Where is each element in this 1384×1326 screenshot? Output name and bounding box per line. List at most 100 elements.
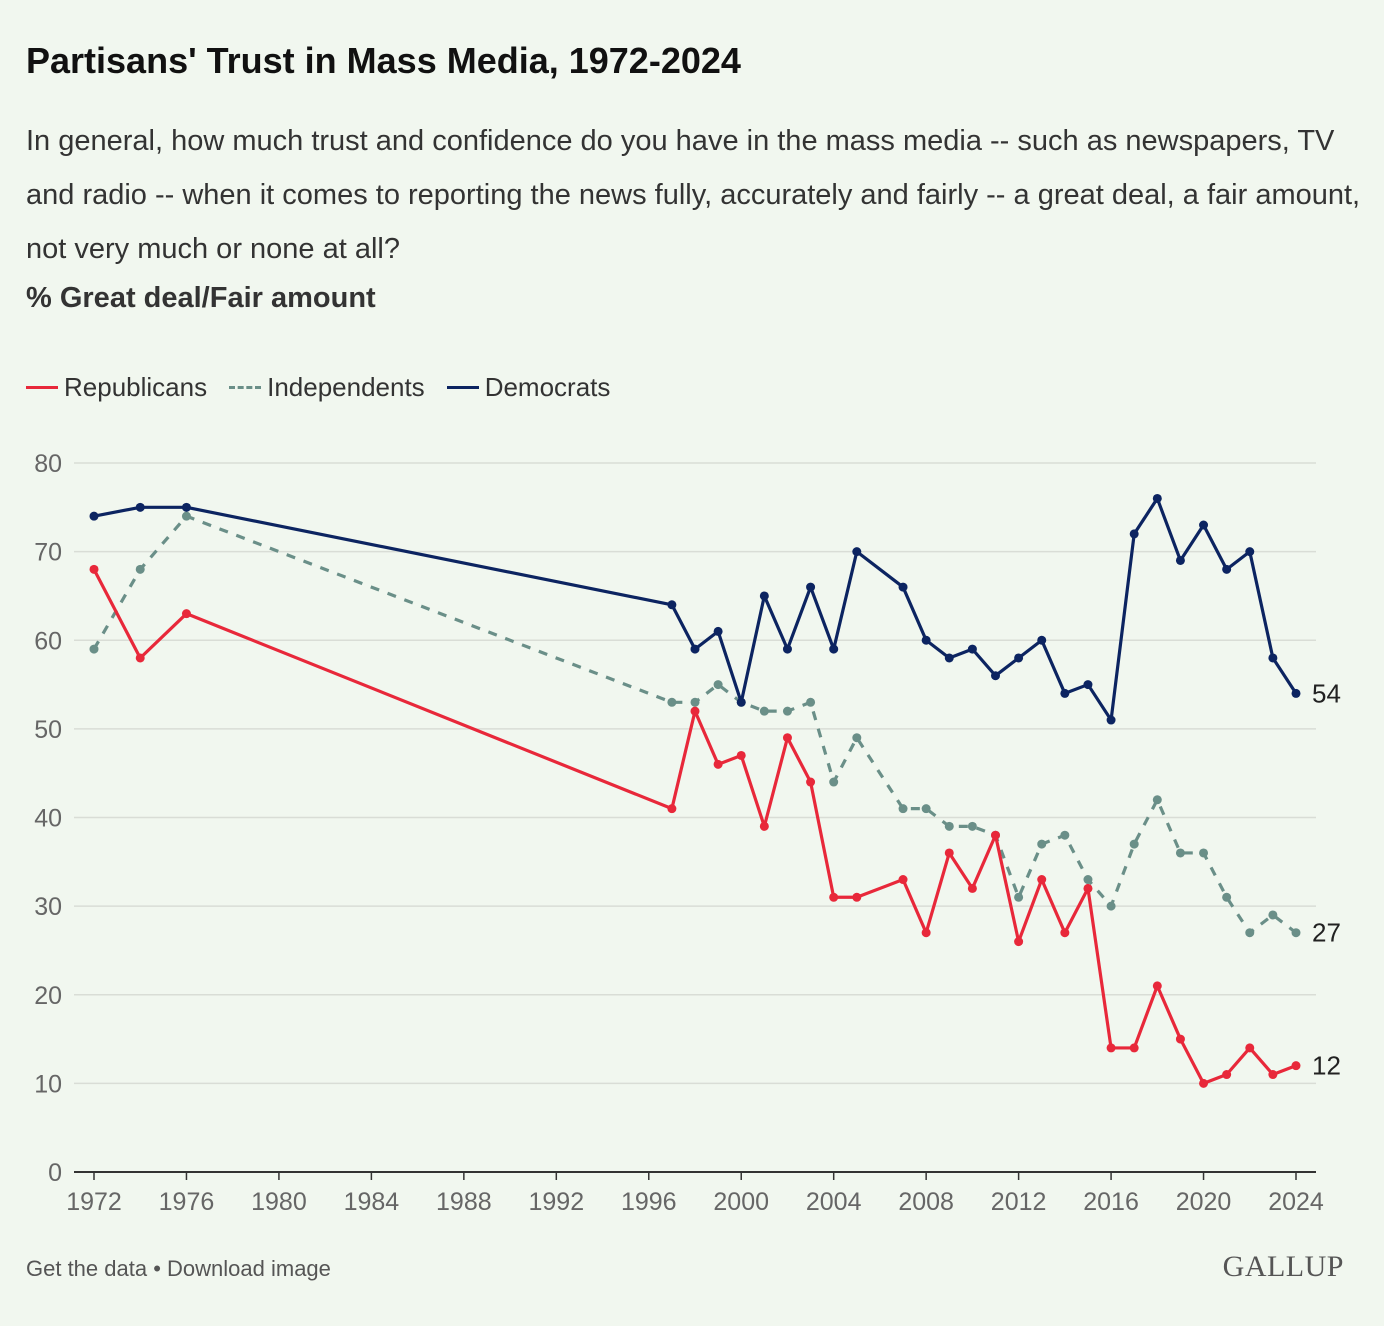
data-point-republicans [1199, 1078, 1209, 1088]
data-point-independents [921, 804, 931, 814]
data-point-republicans [89, 564, 99, 574]
data-point-republicans [1245, 1043, 1255, 1053]
data-point-republicans [1152, 981, 1162, 991]
x-tick-label: 2016 [1083, 1188, 1139, 1216]
y-tick-label: 70 [34, 539, 62, 567]
data-point-republicans [967, 883, 977, 893]
data-point-republicans [806, 777, 816, 787]
data-point-independents [690, 697, 700, 707]
x-tick-label: 1980 [251, 1188, 307, 1216]
legend-item-republicans: Republicans [26, 372, 207, 403]
data-point-democrats [1245, 547, 1255, 557]
data-point-independents [89, 644, 99, 654]
data-point-independents [759, 706, 769, 716]
end-label-independents: 27 [1312, 918, 1341, 948]
data-point-democrats [1268, 653, 1278, 663]
data-point-democrats [991, 671, 1000, 681]
x-tick-label: 1988 [436, 1188, 492, 1216]
y-tick-label: 0 [48, 1159, 62, 1187]
data-point-democrats [1129, 529, 1139, 539]
data-point-democrats [782, 644, 792, 654]
data-point-independents [1222, 892, 1232, 902]
data-point-independents [1014, 892, 1024, 902]
y-tick-label: 20 [34, 982, 62, 1010]
survey-question: In general, how much trust and confidenc… [26, 125, 1361, 265]
data-point-republicans [852, 892, 862, 902]
data-point-independents [1175, 848, 1185, 858]
data-point-republicans [991, 830, 1000, 840]
measure-label: % Great deal/Fair amount [26, 282, 376, 314]
data-point-democrats [1152, 493, 1162, 503]
x-tick-label: 1972 [66, 1188, 122, 1216]
x-tick-label: 2012 [991, 1188, 1047, 1216]
x-tick-label: 2024 [1268, 1188, 1324, 1216]
data-point-democrats [806, 582, 816, 592]
data-point-independents [713, 680, 723, 690]
x-tick-label: 2000 [713, 1188, 769, 1216]
x-tick-label: 2008 [898, 1188, 954, 1216]
data-point-republicans [667, 804, 677, 814]
data-point-democrats [1175, 555, 1185, 565]
y-tick-label: 80 [34, 450, 62, 478]
x-tick-label: 1996 [621, 1188, 677, 1216]
data-point-independents [1060, 830, 1070, 840]
legend-item-democrats: Democrats [446, 372, 610, 403]
data-point-independents [944, 821, 954, 831]
data-point-independents [181, 511, 191, 521]
series-line-republicans [92, 568, 1297, 1085]
data-point-democrats [181, 502, 191, 512]
data-point-republicans [1037, 875, 1047, 885]
data-point-democrats [898, 582, 908, 592]
data-point-democrats [1199, 520, 1209, 530]
download-image-link[interactable]: Download image [167, 1256, 331, 1281]
data-point-independents [898, 804, 908, 814]
x-tick-label: 1976 [159, 1188, 215, 1216]
data-point-independents [1268, 910, 1278, 920]
data-point-republicans [759, 821, 769, 831]
data-point-independents [967, 821, 977, 831]
footer-links: Get the data • Download image [26, 1256, 331, 1282]
data-point-democrats [1291, 688, 1301, 698]
data-point-democrats [713, 626, 723, 636]
legend: Republicans Independents Democrats [26, 372, 610, 403]
data-point-independents [1037, 839, 1047, 849]
data-point-independents [667, 697, 677, 707]
data-point-independents [829, 777, 839, 787]
data-point-republicans [1106, 1043, 1116, 1053]
legend-label: Independents [267, 372, 425, 402]
data-point-republicans [713, 759, 723, 769]
legend-swatch-independents [229, 386, 262, 389]
data-point-democrats [736, 697, 746, 707]
data-point-democrats [944, 653, 954, 663]
data-point-democrats [921, 635, 931, 645]
data-point-independents [1129, 839, 1139, 849]
data-point-republicans [921, 928, 931, 938]
data-point-democrats [1083, 680, 1093, 690]
data-point-independents [852, 733, 862, 743]
series-line-independents [92, 514, 1297, 935]
data-point-independents [782, 706, 792, 716]
data-point-independents [1152, 795, 1162, 805]
x-tick-label: 2004 [806, 1188, 862, 1216]
y-tick-label: 60 [34, 627, 62, 655]
y-tick-label: 50 [34, 716, 62, 744]
data-point-republicans [898, 875, 908, 885]
data-point-democrats [1222, 564, 1232, 574]
data-point-democrats [667, 600, 677, 610]
data-point-republicans [829, 892, 839, 902]
data-point-independents [1106, 901, 1116, 911]
data-point-republicans [1083, 883, 1093, 893]
legend-swatch-democrats [446, 386, 479, 389]
data-point-democrats [1106, 715, 1116, 725]
data-point-republicans [1129, 1043, 1139, 1053]
data-point-independents [1291, 928, 1301, 938]
data-point-republicans [1291, 1061, 1301, 1071]
data-point-republicans [944, 848, 954, 858]
data-point-independents [806, 697, 816, 707]
end-label-republicans: 12 [1312, 1051, 1341, 1081]
data-point-democrats [1014, 653, 1024, 663]
data-point-republicans [1268, 1070, 1278, 1080]
data-point-republicans [736, 750, 746, 760]
legend-item-independents: Independents [229, 372, 425, 403]
get-data-link[interactable]: Get the data [26, 1256, 148, 1281]
